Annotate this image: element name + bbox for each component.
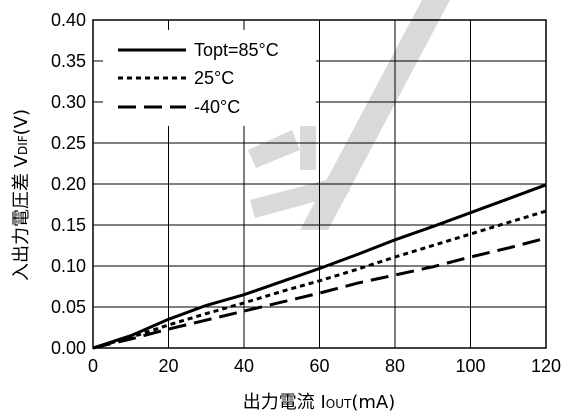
x-axis-title-sub: OUT: [326, 397, 352, 411]
y-axis-title-unit: (V): [11, 109, 32, 135]
y-tick-label-2: 0.10: [51, 256, 86, 276]
y-tick-label-8: 0.40: [51, 10, 86, 30]
x-tick-label-4: 80: [385, 356, 405, 376]
x-axis-title-main: 出力電流 I: [243, 392, 326, 413]
y-tick-label-6: 0.30: [51, 92, 86, 112]
y-axis-title: 入出力電圧差 VDIF(V): [11, 109, 32, 281]
series-line-0: [92, 183, 547, 350]
legend: Topt=85°C 25°C -40°C: [103, 30, 316, 126]
x-tick-label-6: 120: [531, 356, 561, 376]
legend-label-25: 25°C: [194, 68, 234, 88]
series-line-1: [92, 209, 547, 350]
y-tick-label-7: 0.35: [51, 51, 86, 71]
y-axis-title-main: 入出力電圧差 V: [11, 154, 32, 281]
plot-frame: [92, 19, 547, 349]
y-axis-title-sub: DIF: [16, 135, 30, 155]
x-axis-title-unit: (mA): [351, 392, 395, 413]
legend-label-minus40: -40°C: [194, 97, 240, 117]
plot-border: [92, 19, 547, 349]
y-tick-labels: 0.00 0.05 0.10 0.15 0.20 0.25 0.30 0.35 0.40: [51, 10, 86, 358]
legend-label-85: Topt=85°C: [194, 40, 279, 60]
series-lines: [92, 183, 547, 350]
x-tick-label-2: 40: [234, 356, 254, 376]
x-tick-label-5: 100: [455, 356, 485, 376]
y-tick-label-3: 0.15: [51, 215, 86, 235]
y-tick-label-0: 0.00: [51, 338, 86, 358]
x-tick-labels: 0 20 40 60 80 100 120: [88, 356, 561, 376]
x-tick-label-0: 0: [88, 356, 98, 376]
x-tick-label-3: 60: [309, 356, 329, 376]
x-tick-label-1: 20: [158, 356, 178, 376]
x-axis-title: 出力電流 IOUT(mA): [243, 392, 396, 413]
y-tick-label-5: 0.25: [51, 133, 86, 153]
y-tick-label-4: 0.20: [51, 174, 86, 194]
y-tick-label-1: 0.05: [51, 297, 86, 317]
